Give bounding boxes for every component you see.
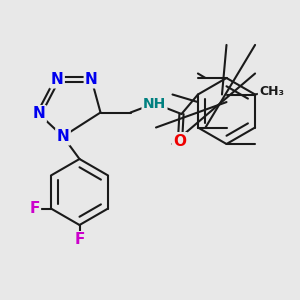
Text: N: N — [33, 106, 45, 122]
Text: CH₃: CH₃ — [259, 85, 284, 98]
Text: O: O — [173, 134, 187, 148]
Text: N: N — [51, 72, 63, 87]
Text: NH: NH — [143, 97, 166, 110]
Text: F: F — [74, 232, 85, 247]
Text: N: N — [85, 72, 98, 87]
Text: F: F — [29, 201, 40, 216]
Text: N: N — [57, 129, 69, 144]
